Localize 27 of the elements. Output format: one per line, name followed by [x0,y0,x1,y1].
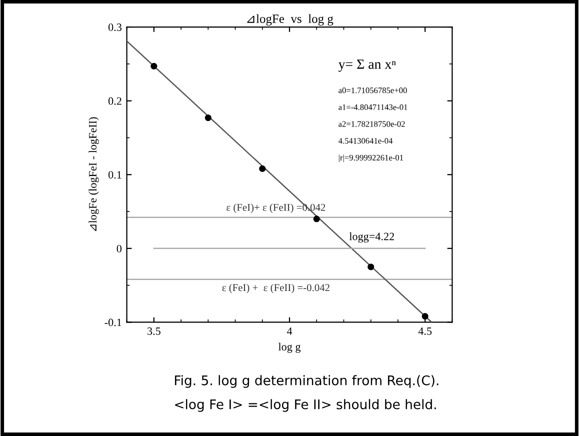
point [368,264,374,270]
point [422,313,428,320]
y-tick-label: -0.1 [104,318,122,326]
point [313,216,320,222]
text: <log Fe I> =<log Fe II> should be held. [175,399,436,412]
annotation: 4.54130641e-04 [338,138,393,144]
x-tick-label: 3.5 [148,327,160,335]
annotation: logg=4.22 [349,232,394,243]
annotation: a1=-4.80471143e-01 [338,104,408,110]
point [150,62,158,70]
chart-title: ⊿logFe vs log g [247,14,334,26]
annotation: a0=1.71056785e+00 [338,88,407,94]
x-tick-label: 4 [286,327,292,335]
annotation: |r|=9.99992261e-01 [338,154,404,162]
y-tick-label: 0 [116,244,122,252]
y-tick-label: 0.2 [108,97,122,105]
y-axis-title: ⊿logFe (logFeI - logFeII) [88,117,99,231]
point [204,114,212,122]
y-tick-label: 0.3 [108,24,122,32]
annotation: a2=1.78218750e-02 [338,121,405,127]
ref-line-label: ε (FeI) + ε (FeII) =-0.042 [222,284,330,294]
annotation: y= Σ an xⁿ [338,60,396,72]
y-tick-label: 0.1 [108,171,122,179]
x-axis-title: log g [278,342,301,353]
caption: Fig. 5. log g determination from Req.(C). [174,375,438,388]
x-tick-label: 4.5 [418,327,432,335]
point [259,165,266,172]
